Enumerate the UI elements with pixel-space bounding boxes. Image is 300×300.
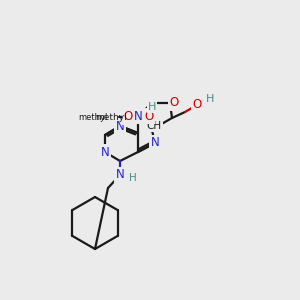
Text: N: N <box>100 146 109 158</box>
Text: H: H <box>206 94 214 104</box>
Text: N: N <box>116 119 124 133</box>
Text: O: O <box>169 97 178 110</box>
Text: H: H <box>129 173 137 183</box>
Text: N: N <box>151 136 159 149</box>
Text: O: O <box>123 110 133 124</box>
Text: methyl: methyl <box>110 116 114 118</box>
Text: CH: CH <box>146 121 162 131</box>
Text: O: O <box>144 110 154 122</box>
Text: N: N <box>134 110 142 122</box>
Text: N: N <box>116 169 124 182</box>
Text: methyl: methyl <box>95 112 127 122</box>
Text: methyl: methyl <box>79 112 108 122</box>
Text: H: H <box>148 102 156 112</box>
Text: O: O <box>192 98 202 112</box>
